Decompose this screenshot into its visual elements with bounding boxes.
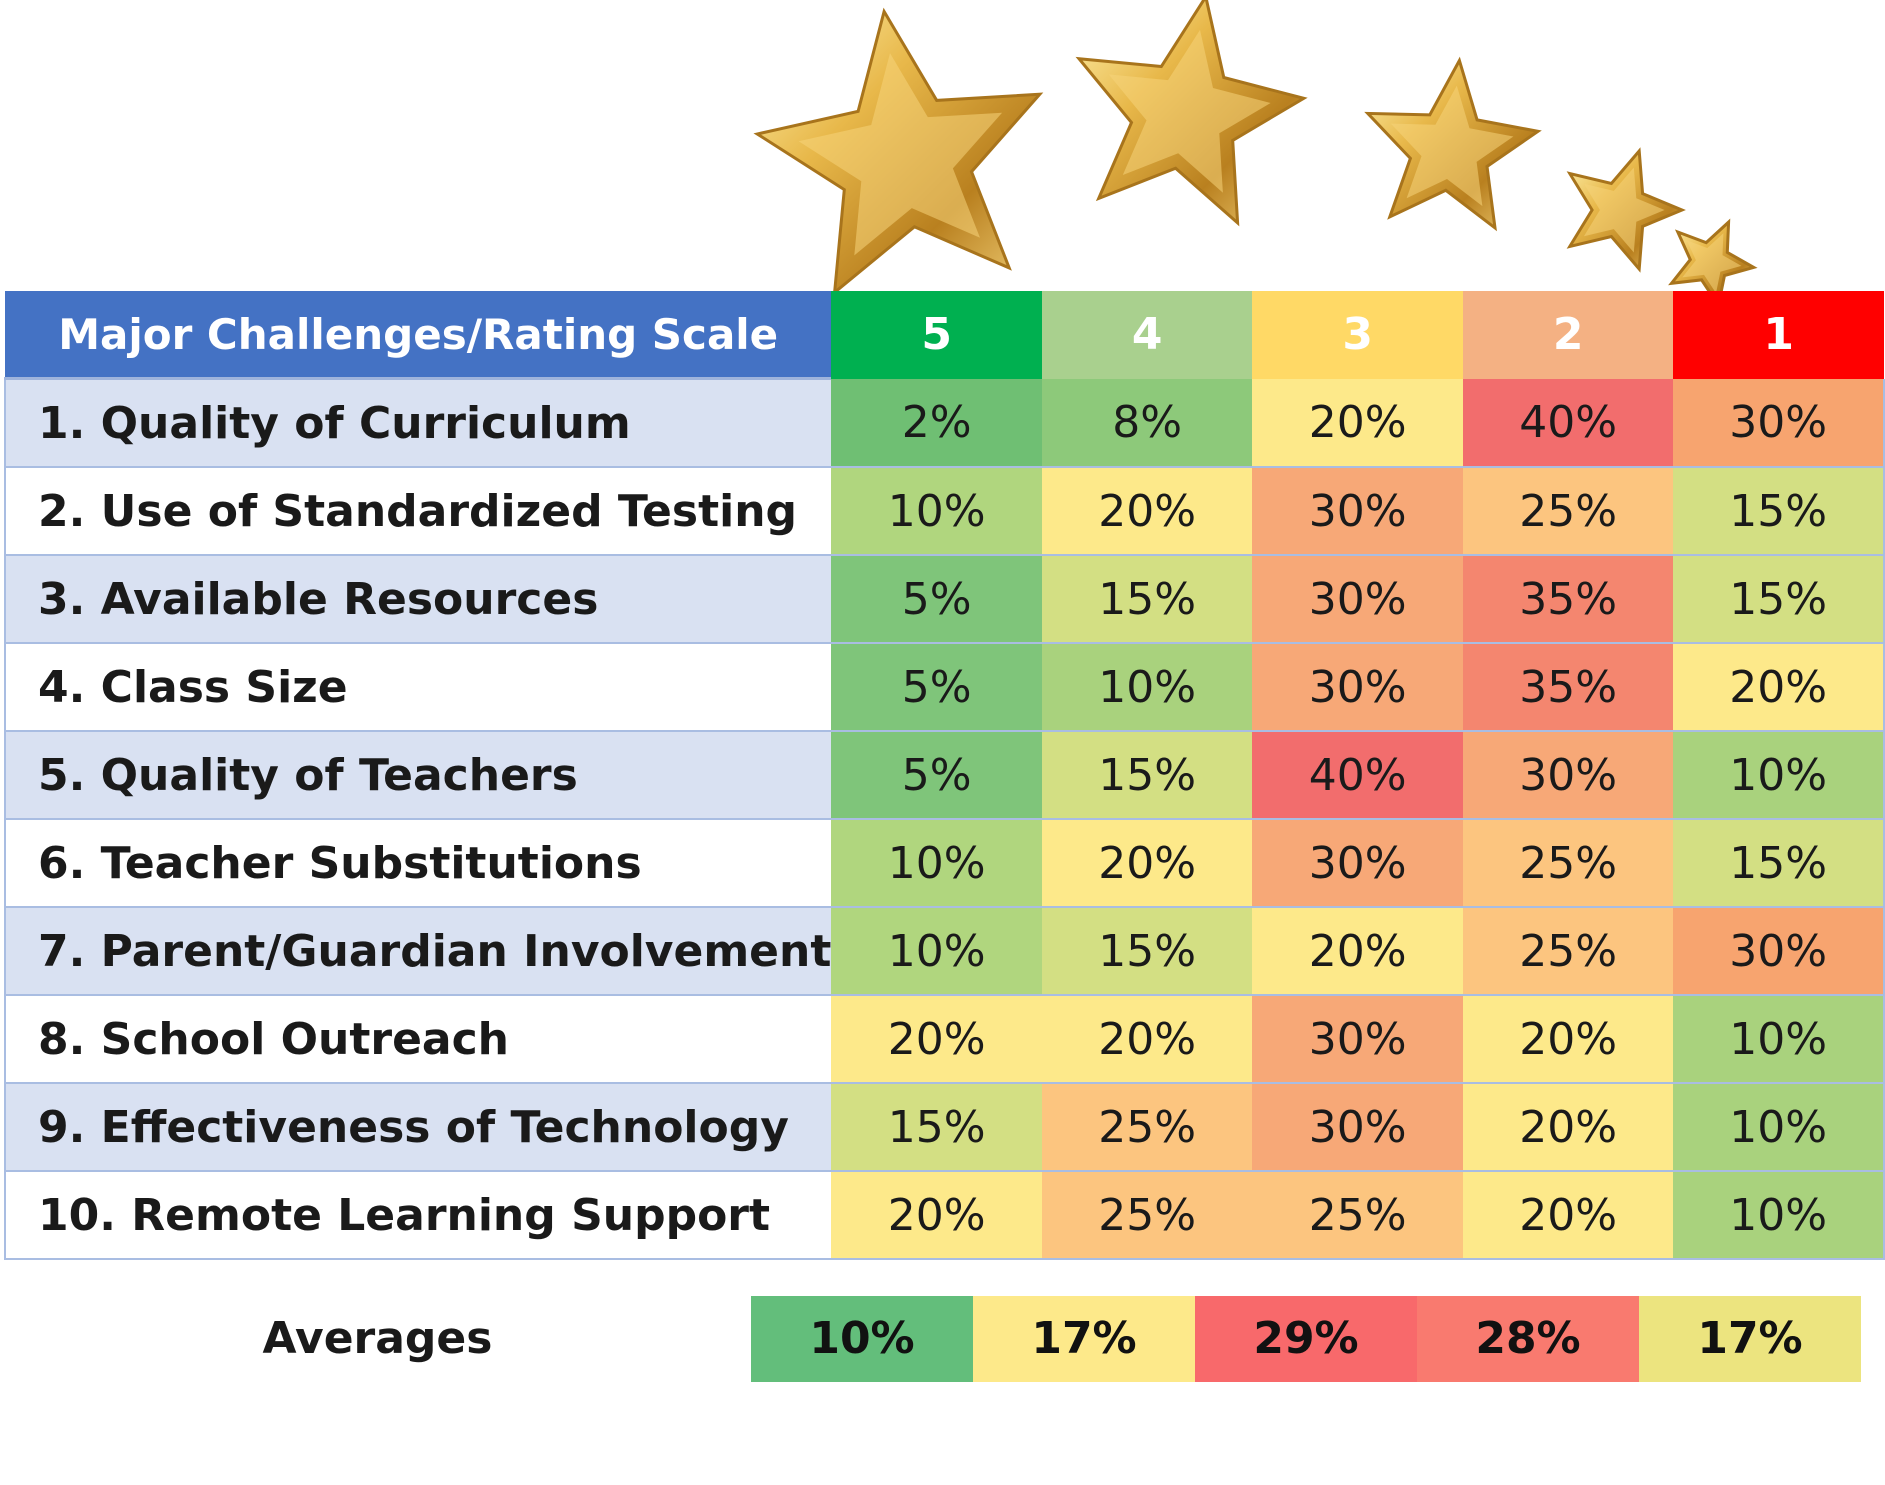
heatmap-cell: 10% <box>831 467 1042 556</box>
heatmap-cell: 40% <box>1462 378 1674 468</box>
heatmap-cell: 25% <box>1041 1171 1253 1260</box>
heatmap-cell: 20% <box>831 995 1042 1084</box>
gold-stars-decoration <box>753 0 1758 300</box>
heatmap-cell: 25% <box>1041 1083 1253 1172</box>
heatmap-cell: 15% <box>1041 731 1253 820</box>
heatmap-cell: 30% <box>1673 907 1885 996</box>
heatmap-cell: 35% <box>1462 643 1674 732</box>
rating-header-2: 2 <box>1462 291 1674 379</box>
heatmap-cell: 20% <box>1041 819 1253 908</box>
row-label: 1. Quality of Curriculum <box>3 378 832 468</box>
table-row: 9. Effectiveness of Technology 15% 25% 30% 2… <box>3 1083 1885 1172</box>
heatmap-cell: 5% <box>831 731 1042 820</box>
table-row: 5. Quality of Teachers 5% 15% 40% 30% 10% <box>3 731 1885 820</box>
star-highlight-icon <box>1108 29 1271 193</box>
heatmap-cell: 2% <box>831 378 1042 468</box>
heatmap-cell: 15% <box>831 1083 1042 1172</box>
average-cell: 29% <box>1195 1296 1417 1382</box>
heatmap-cell: 20% <box>831 1171 1042 1260</box>
heatmap-cell: 30% <box>1252 467 1463 556</box>
heatmap-cell: 25% <box>1462 819 1674 908</box>
table-row: 3. Available Resources 5% 15% 30% 35% 15% <box>3 555 1885 644</box>
row-label: 2. Use of Standardized Testing <box>3 467 832 556</box>
table-row: 7. Parent/Guardian Involvement 10% 15% 20% 2… <box>3 907 1885 996</box>
averages-label: Averages <box>262 1313 493 1364</box>
heatmap-cell: 15% <box>1673 467 1885 556</box>
row-label: 3. Available Resources <box>3 555 832 644</box>
heatmap-cell: 10% <box>831 819 1042 908</box>
heatmap-cell: 15% <box>1041 907 1253 996</box>
heatmap-cell: 20% <box>1041 995 1253 1084</box>
heatmap-cell: 30% <box>1252 1083 1463 1172</box>
row-label: 5. Quality of Teachers <box>3 731 832 820</box>
heatmap-cell: 25% <box>1462 467 1674 556</box>
heatmap-cell: 30% <box>1252 819 1463 908</box>
star-highlight-icon <box>1390 85 1514 207</box>
row-label: 7. Parent/Guardian Involvement <box>3 907 832 996</box>
rating-header-1: 1 <box>1673 291 1884 379</box>
table-row: 10. Remote Learning Support 20% 25% 25% 20% 1… <box>3 1171 1885 1260</box>
ratings-heatmap-table: Major Challenges/Rating Scale 5 4 3 2 1 … <box>3 291 1885 1260</box>
average-cell: 28% <box>1417 1296 1639 1382</box>
average-cell: 17% <box>1639 1296 1861 1382</box>
rating-header-4: 4 <box>1041 291 1253 379</box>
star-highlight-icon <box>798 53 1003 256</box>
heatmap-cell: 10% <box>1673 731 1885 820</box>
heatmap-cell: 20% <box>1252 907 1463 996</box>
heatmap-cell: 30% <box>1673 378 1885 468</box>
table-row: 2. Use of Standardized Testing 10% 20% 30% 2… <box>3 467 1885 556</box>
heatmap-cell: 15% <box>1673 555 1885 644</box>
table-row: 4. Class Size 5% 10% 30% 35% 20% <box>3 643 1885 732</box>
row-label: 4. Class Size <box>3 643 832 732</box>
heatmap-cell: 25% <box>1462 907 1674 996</box>
header-label: Major Challenges/Rating Scale <box>5 291 832 380</box>
heatmap-cell: 30% <box>1252 643 1463 732</box>
heatmap-cell: 5% <box>831 555 1042 644</box>
heatmap-cell: 40% <box>1252 731 1463 820</box>
table-row: 6. Teacher Substitutions 10% 20% 30% 25% 15% <box>3 819 1885 908</box>
table-header-row: Major Challenges/Rating Scale 5 4 3 2 1 <box>5 291 1884 380</box>
heatmap-cell: 35% <box>1462 555 1674 644</box>
table-row: 8. School Outreach 20% 20% 30% 20% 10% <box>3 995 1885 1084</box>
heatmap-cell: 20% <box>1252 378 1463 468</box>
heatmap-cell: 20% <box>1462 1171 1674 1260</box>
average-cell: 17% <box>973 1296 1195 1382</box>
table-body: 1. Quality of Curriculum 2% 8% 20% 40% 30% 2. … <box>3 378 1885 1260</box>
heatmap-cell: 25% <box>1252 1171 1463 1260</box>
star-highlight-icon <box>1682 233 1742 294</box>
heatmap-cell: 20% <box>1462 1083 1674 1172</box>
heatmap-cell: 30% <box>1252 995 1463 1084</box>
star-highlight-icon <box>1583 167 1665 253</box>
averages-row: Averages 10% 17% 29% 28% 17% <box>4 1296 1861 1382</box>
heatmap-cell: 8% <box>1041 378 1253 468</box>
heatmap-cell: 10% <box>1673 1083 1885 1172</box>
heatmap-cell: 30% <box>1252 555 1463 644</box>
rating-header-3: 3 <box>1252 291 1463 379</box>
heatmap-cell: 5% <box>831 643 1042 732</box>
heatmap-cell: 30% <box>1462 731 1674 820</box>
table-row: 1. Quality of Curriculum 2% 8% 20% 40% 30% <box>3 378 1885 468</box>
row-label: 8. School Outreach <box>3 995 832 1084</box>
average-cell: 10% <box>751 1296 973 1382</box>
heatmap-cell: 10% <box>1041 643 1253 732</box>
heatmap-cell: 20% <box>1462 995 1674 1084</box>
heatmap-cell: 10% <box>1673 1171 1885 1260</box>
heatmap-cell: 15% <box>1041 555 1253 644</box>
rating-header-5: 5 <box>831 291 1042 379</box>
heatmap-cell: 10% <box>1673 995 1885 1084</box>
row-label: 6. Teacher Substitutions <box>3 819 832 908</box>
heatmap-cell: 20% <box>1041 467 1253 556</box>
heatmap-cell: 15% <box>1673 819 1885 908</box>
row-label: 10. Remote Learning Support <box>3 1171 832 1260</box>
heatmap-cell: 20% <box>1673 643 1885 732</box>
heatmap-cell: 10% <box>831 907 1042 996</box>
row-label: 9. Effectiveness of Technology <box>3 1083 832 1172</box>
